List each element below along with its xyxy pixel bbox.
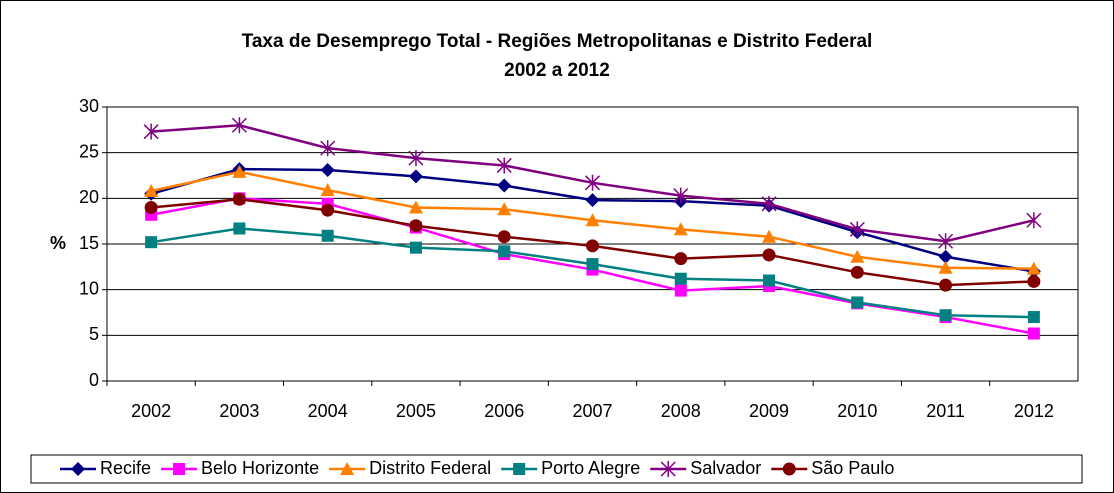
marker: [762, 248, 776, 262]
marker: [761, 195, 777, 212]
x-tick-label: 2012: [1014, 401, 1054, 421]
marker: [497, 178, 512, 193]
y-tick-label: 30: [79, 96, 99, 116]
y-tick-label: 5: [89, 324, 99, 344]
legend: Recife Belo Horizonte Distrito Federal Port…: [30, 454, 1083, 484]
marker: [408, 169, 423, 184]
marker: [850, 249, 865, 263]
plot-border: [106, 106, 1079, 382]
marker: [232, 192, 246, 206]
marker: [938, 233, 954, 250]
marker: [1026, 261, 1041, 275]
marker: [762, 229, 777, 243]
marker: [173, 463, 186, 475]
marker: [320, 183, 335, 197]
marker: [321, 203, 335, 217]
marker: [1027, 327, 1040, 340]
marker: [585, 213, 600, 227]
marker: [938, 249, 953, 264]
y-tick-label: 0: [89, 370, 99, 390]
marker: [849, 221, 865, 238]
legend-label: São Paulo: [811, 458, 894, 478]
marker: [320, 140, 336, 157]
marker: [409, 241, 422, 254]
marker: [938, 260, 953, 274]
marker: [497, 230, 511, 244]
marker: [498, 245, 511, 258]
legend-label: Recife: [100, 458, 151, 478]
y-tick-label: 10: [79, 278, 99, 298]
marker: [144, 200, 158, 214]
marker: [71, 462, 85, 476]
marker: [1027, 311, 1040, 324]
x-tick-label: 2004: [308, 401, 348, 421]
marker: [586, 258, 599, 271]
x-tick-label: 2011: [926, 401, 965, 421]
legend-box: [30, 454, 1083, 484]
marker: [497, 202, 512, 216]
legend-label: Distrito Federal: [369, 458, 491, 478]
marker: [851, 296, 864, 309]
legend-label: Porto Alegre: [541, 458, 640, 478]
y-axis-label: %: [50, 233, 66, 253]
marker: [586, 239, 599, 253]
chart-subtitle: 2002 a 2012: [504, 60, 610, 81]
x-tick-label: 2006: [484, 401, 524, 421]
y-tick-label: 15: [79, 233, 99, 253]
marker: [409, 219, 423, 233]
marker: [660, 461, 676, 477]
y-tick-label: 20: [79, 187, 99, 207]
chart-title: Taxa de Desemprego Total - Regiões Metro…: [242, 31, 873, 52]
legend-label: Belo Horizonte: [201, 458, 319, 478]
y-tick-label: 25: [79, 141, 99, 161]
marker: [321, 229, 334, 242]
marker: [939, 309, 952, 322]
marker: [674, 272, 687, 285]
x-tick-label: 2010: [837, 401, 877, 421]
x-tick-label: 2002: [131, 401, 171, 421]
marker: [144, 184, 159, 198]
marker: [408, 150, 424, 167]
marker: [850, 265, 864, 279]
x-tick-label: 2003: [219, 401, 259, 421]
x-tick-label: 2005: [396, 401, 436, 421]
marker: [320, 163, 335, 178]
marker: [673, 187, 689, 204]
legend-label: Salvador: [690, 458, 761, 478]
marker: [496, 157, 512, 174]
marker: [782, 462, 796, 476]
marker: [763, 274, 776, 287]
marker: [408, 200, 423, 214]
marker: [232, 164, 247, 178]
x-tick-label: 2007: [572, 401, 612, 421]
x-tick-label: 2008: [661, 401, 701, 421]
marker: [513, 463, 526, 475]
marker: [340, 462, 355, 475]
marker: [231, 117, 247, 134]
marker: [939, 278, 953, 292]
marker: [1027, 274, 1041, 288]
marker: [674, 252, 688, 266]
marker: [585, 193, 600, 208]
marker: [233, 222, 246, 235]
marker: [145, 236, 158, 249]
marker: [584, 174, 601, 191]
marker: [143, 123, 159, 140]
x-tick-label: 2009: [749, 401, 789, 421]
marker: [1026, 212, 1042, 229]
marker: [674, 284, 687, 297]
marker: [673, 222, 688, 236]
